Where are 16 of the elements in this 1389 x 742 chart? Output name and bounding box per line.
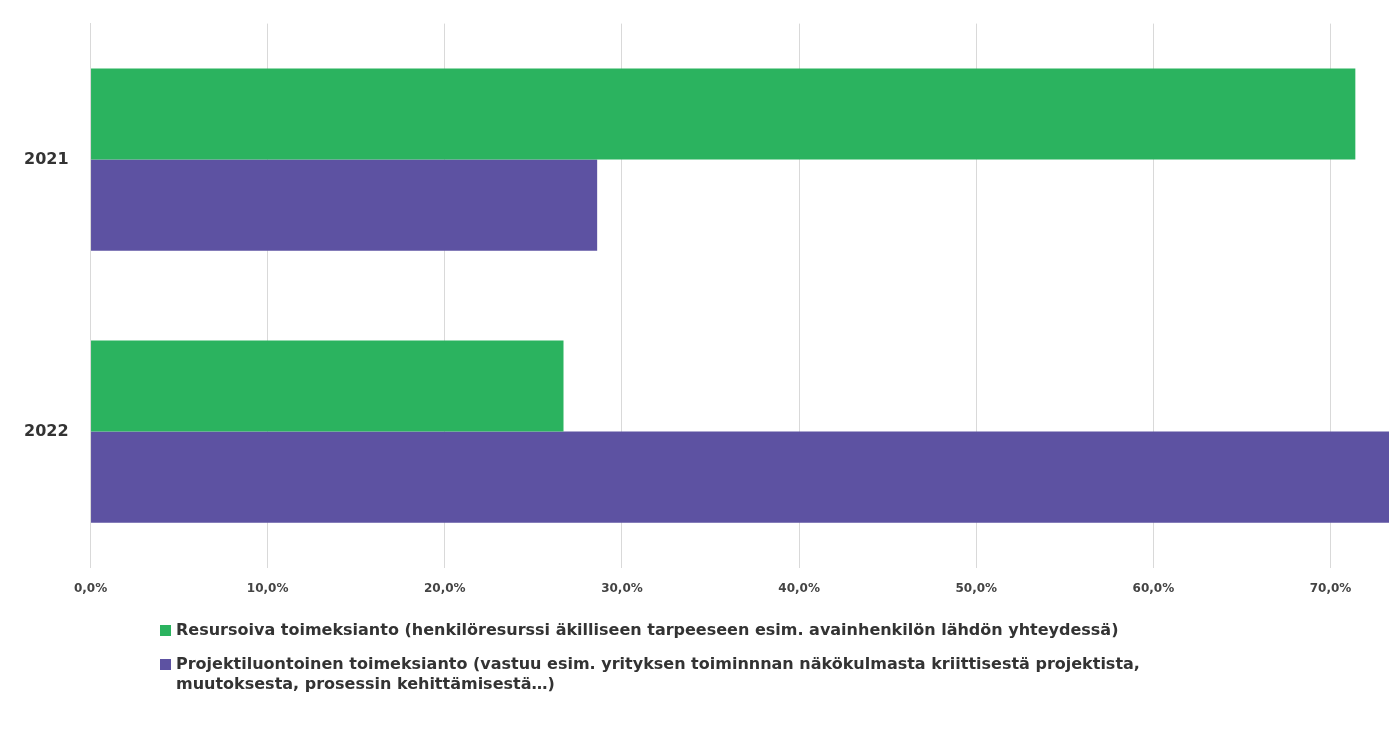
bar <box>91 68 1356 160</box>
x-tick-label: 10,0% <box>246 580 289 595</box>
x-tick-label: 0,0% <box>73 580 108 595</box>
x-tick-label: 40,0% <box>778 580 820 595</box>
bar <box>91 159 598 251</box>
legend-label: Resursoiva toimeksianto (henkilöresurssi äkilliseen tarpeeseen esim. avainhenkilön lähdön yhteydessä) <box>176 620 1119 640</box>
y-tick-label: 2022 <box>24 420 69 440</box>
legend-label: Projektiluontoinen toimeksianto (vastuu esim. yrityksen toiminnnan näkökulmasta kriittisestä projektista, muutoksesta, prosessin kehittämisestä…) <box>176 654 1141 694</box>
bar <box>91 431 1389 523</box>
x-tick-label: 50,0% <box>955 580 998 595</box>
bar <box>91 340 564 432</box>
x-tick-label: 60,0% <box>1132 580 1175 595</box>
x-tick-label: 20,0% <box>424 580 466 595</box>
y-tick-label: 2021 <box>24 148 69 168</box>
x-tick-label: 30,0% <box>601 580 643 595</box>
x-tick-label: 70,0% <box>1309 580 1352 595</box>
